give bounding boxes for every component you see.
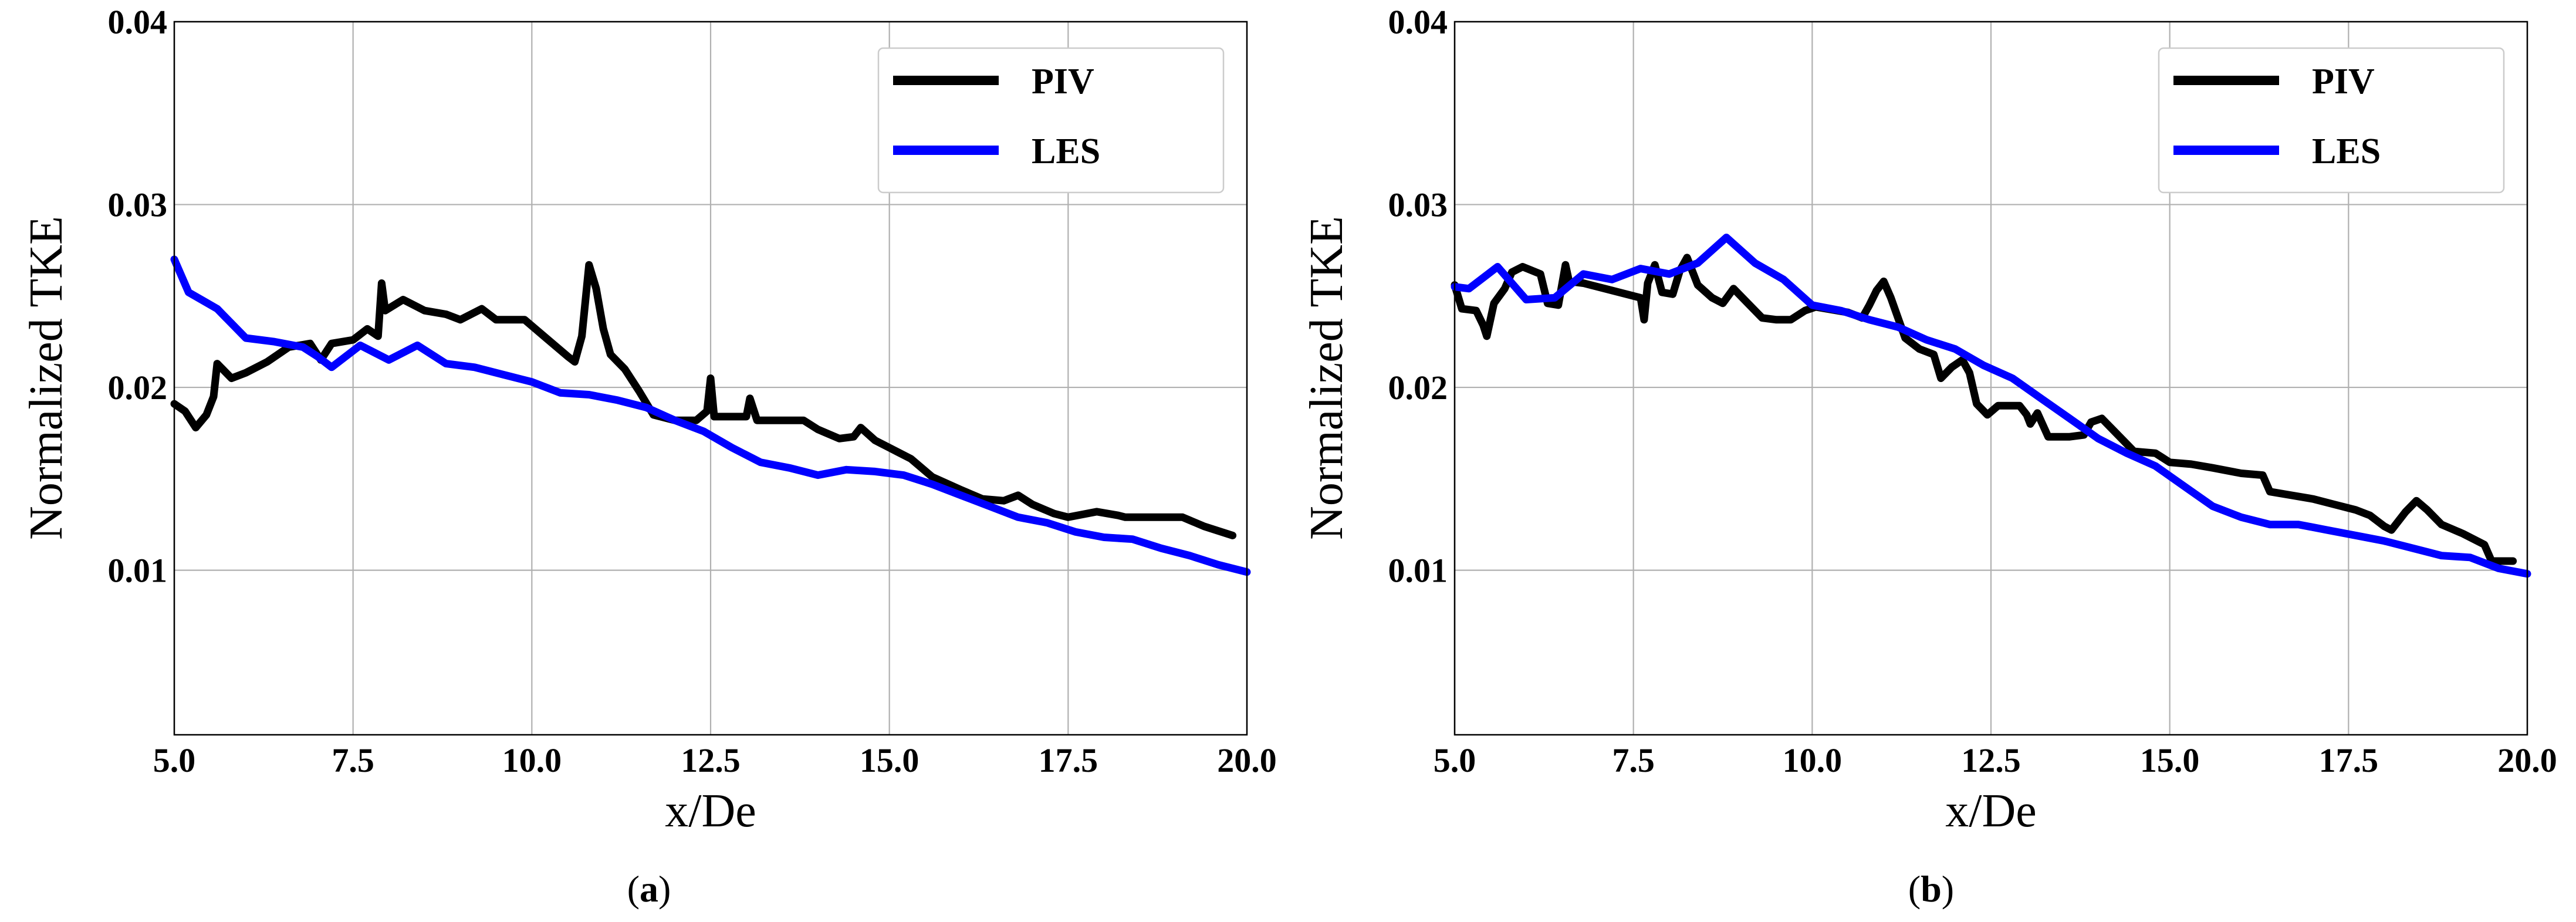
y-tick-label: 0.01 bbox=[108, 552, 168, 590]
legend-label-piv: PIV bbox=[2312, 62, 2375, 102]
x-ticks-b: 5.0 7.5 10.0 12.5 15.0 17.5 20.0 bbox=[1434, 741, 2557, 779]
y-tick-label: 0.01 bbox=[1388, 552, 1448, 590]
legend-b: PIV LES bbox=[2158, 47, 2505, 194]
y-axis-label-a: Normalized TKE bbox=[21, 216, 72, 540]
x-tick-label: 15.0 bbox=[860, 741, 919, 779]
x-tick-label: 7.5 bbox=[332, 741, 374, 779]
series-layer-a bbox=[170, 255, 1251, 576]
x-ticks-a: 5.0 7.5 10.0 12.5 15.0 17.5 20.0 bbox=[153, 741, 1277, 779]
x-tick-label: 10.0 bbox=[502, 741, 562, 779]
x-tick-label: 20.0 bbox=[1217, 741, 1277, 779]
legend-label-les: LES bbox=[1032, 131, 1100, 171]
caption-a: (a) bbox=[627, 868, 671, 910]
y-tick-label: 0.02 bbox=[1388, 369, 1448, 407]
series-line-les bbox=[170, 255, 1251, 576]
x-tick-label: 20.0 bbox=[2497, 741, 2557, 779]
legend-label-piv: PIV bbox=[1032, 62, 1094, 102]
x-tick-label: 7.5 bbox=[1612, 741, 1655, 779]
x-tick-label: 10.0 bbox=[1783, 741, 1843, 779]
panel-a: 5.0 7.5 10.0 12.5 15.0 17.5 20.0 0.01 0.… bbox=[21, 3, 1277, 910]
y-tick-label: 0.03 bbox=[1388, 186, 1448, 224]
series-line-piv bbox=[1451, 254, 2517, 565]
legend-label-les: LES bbox=[2312, 131, 2381, 171]
series-layer-b bbox=[1451, 234, 2531, 578]
series-line-les bbox=[1451, 234, 2531, 578]
x-tick-label: 12.5 bbox=[681, 741, 741, 779]
y-tick-label: 0.03 bbox=[108, 186, 168, 224]
y-tick-label: 0.04 bbox=[108, 3, 168, 41]
x-axis-label-b: x/De bbox=[1945, 785, 2037, 837]
caption-letter-b: b bbox=[1921, 868, 1942, 910]
panel-b: 5.0 7.5 10.0 12.5 15.0 17.5 20.0 0.01 0.… bbox=[1301, 3, 2557, 910]
plot-frame-b bbox=[1453, 21, 2528, 736]
y-ticks-b: 0.01 0.02 0.03 0.04 bbox=[1388, 3, 1448, 590]
y-axis-label-b: Normalized TKE bbox=[1301, 216, 1353, 540]
caption-letter-a: a bbox=[640, 868, 658, 910]
series-line-piv bbox=[170, 261, 1237, 539]
x-tick-label: 5.0 bbox=[1434, 741, 1476, 779]
plot-frame-a bbox=[173, 21, 1248, 736]
x-tick-label: 5.0 bbox=[153, 741, 196, 779]
caption-b: (b) bbox=[1908, 868, 1954, 910]
y-tick-label: 0.02 bbox=[108, 369, 168, 407]
y-tick-label: 0.04 bbox=[1388, 3, 1448, 41]
x-tick-label: 17.5 bbox=[1039, 741, 1098, 779]
x-tick-label: 17.5 bbox=[2319, 741, 2379, 779]
x-tick-label: 12.5 bbox=[1961, 741, 2021, 779]
x-axis-label-a: x/De bbox=[665, 785, 756, 837]
x-tick-label: 15.0 bbox=[2140, 741, 2200, 779]
legend-a: PIV LES bbox=[877, 47, 1225, 194]
y-ticks-a: 0.01 0.02 0.03 0.04 bbox=[108, 3, 168, 590]
